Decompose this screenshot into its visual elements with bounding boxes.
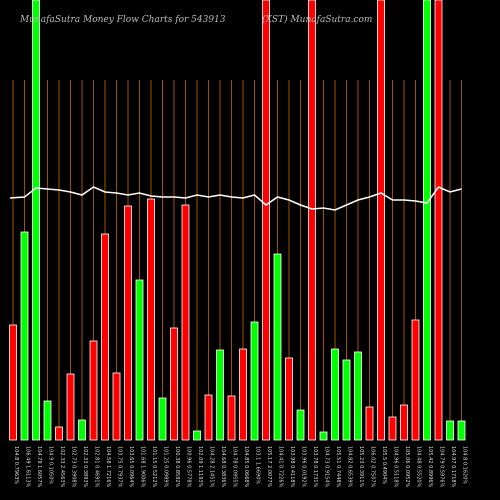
bar [308,0,316,441]
bar [181,204,190,441]
x-label: 103.98 0.4118% [289,446,295,488]
x-label: 101.25 0.0989% [163,446,169,488]
x-label: 103.1 1.6690% [255,446,261,484]
chart-title: MunafaSutra Money Flow Charts for 543913 [19,15,226,25]
x-label: 104.85 0.0668% [243,446,249,488]
x-label: 103.75 0.7937% [117,446,123,488]
bar [354,351,362,441]
x-label: 103.65 0.0964% [128,446,134,488]
bar [411,319,420,441]
bar [423,0,431,441]
bar [216,349,224,441]
bar [285,357,293,441]
bar [365,406,374,441]
x-label: 104.41 0.7226% [278,446,284,488]
x-label: 100.38 0.8592% [174,446,180,488]
bar [193,430,201,441]
bar [446,420,454,441]
x-label: 104.8 0.7963% [13,446,19,484]
money-flow-line [9,186,462,211]
bar [273,253,282,441]
x-label: 104.73 0.9154% [324,446,330,488]
bar [158,397,167,441]
bars [9,0,466,441]
x-label: 103.96 0.0192% [301,446,307,488]
bar [250,321,259,441]
x-label: 104.8 0.1620% [462,446,468,484]
x-label: 104.82 0.6539% [347,446,353,488]
x-label: 105.06 0.0952% [404,446,410,488]
x-label: 102.73 0.3908% [71,446,77,488]
bar [147,198,155,441]
x-label: 102.81 0.4691% [94,446,100,488]
bar [101,233,109,441]
x-label: 100.96 0.5778% [186,446,192,488]
bar [377,0,385,441]
x-label: 105.51 0.7448% [335,446,341,488]
x-label: 104.28 2.1451% [209,446,215,488]
line-layer [9,186,462,211]
x-label: 102.33 0.3893% [82,446,88,488]
x-label: 102.09 1.1193% [197,446,203,488]
x-label: 105.17 2.0077% [266,446,272,488]
bar [9,324,17,441]
bar [319,431,328,441]
bar [331,348,339,441]
bar [262,0,270,441]
bar [227,395,236,441]
x-label: 101.68 1.9006% [140,446,146,488]
bar [342,359,351,441]
x-label: 104.79 0.5976% [439,446,445,488]
labels: 104.8 0.7963% 106.49 1.6113% 104.79 1.6057… [13,446,468,488]
bar [55,426,63,441]
x-label: 104.97 0.1718% [450,446,456,488]
x-label: 104.68 0.3836% [220,446,226,488]
bar [135,279,144,441]
x-label: 101.15 0.5212% [151,446,157,488]
x-label: 105.5 0.4904% [381,446,387,484]
x-label: 104.9 0.1050% [48,446,54,484]
chart-subtitle: (XST) MunafaSutra.com [262,14,372,25]
x-label: 105.42 0.8996% [427,446,433,488]
x-label: 104.78 0.0955% [232,446,238,488]
x-label: 104.96 0.5118% [393,446,399,488]
bar [89,340,98,441]
bar [400,404,408,441]
x-label: 102.33 2.4563% [59,446,65,488]
bar [66,373,75,441]
bar [239,348,247,441]
x-label: 104.58 1.7216% [105,446,111,488]
bar [78,419,86,441]
bar [434,0,443,441]
x-label: 105.23 0.3911% [358,446,364,488]
bar [43,400,52,441]
bar [32,0,40,441]
bar [112,372,121,441]
bar [296,409,305,441]
bar [388,416,397,441]
bar [204,394,213,441]
x-label: 103.78 0.1731% [312,446,318,488]
bar [457,420,466,441]
bar [20,231,29,441]
x-label: 104.79 1.6057% [36,446,42,488]
x-label: 106.02 0.7507% [370,446,376,488]
x-label: 106.49 1.6113% [25,446,31,488]
bar [170,327,178,441]
x-label: 104.48 0.5520% [416,446,422,488]
bar [124,205,132,441]
